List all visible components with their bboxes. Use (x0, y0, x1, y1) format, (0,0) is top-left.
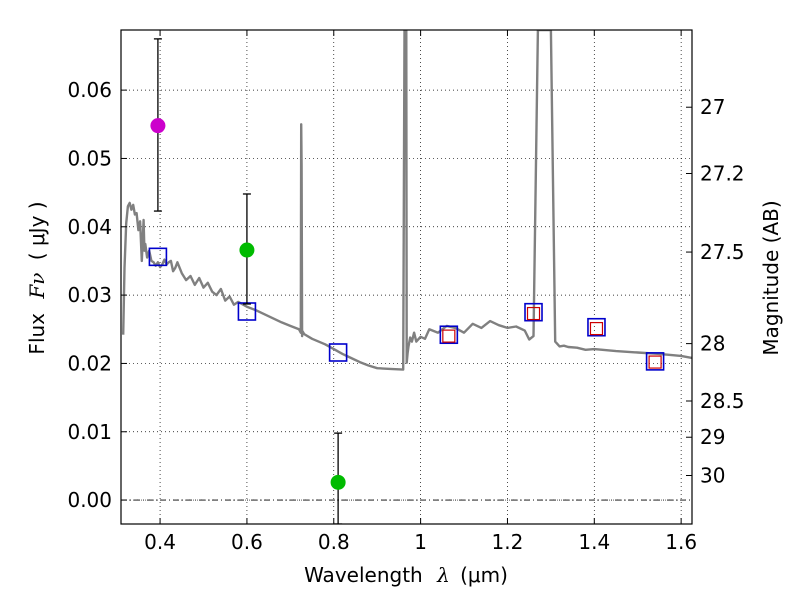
observed-photometry-square (526, 306, 541, 321)
observed-photometry-square (442, 329, 456, 343)
model-photometry-square (587, 317, 606, 337)
magnitude-tick-label: 28.5 (700, 389, 745, 413)
x-tick-label: 0.8 (318, 530, 350, 554)
magnitude-tick-label: 27.5 (700, 240, 745, 264)
detection-point (330, 474, 346, 490)
magnitude-tick-label: 28 (700, 332, 725, 356)
x-axis-title: Wavelength λ (μm) (304, 563, 508, 587)
x-tick-label: 1.6 (665, 530, 697, 554)
detection-point (239, 242, 255, 258)
magnitude-tick-label: 30 (700, 463, 725, 487)
y-tick-labels: 0.00 0.01 0.02 0.03 0.04 0.05 0.06 (67, 78, 112, 512)
magnitude-tick-labels: 27 27.2 27.5 28 28.5 29 30 (700, 95, 745, 487)
magnitude-tick-label: 27.2 (700, 161, 745, 185)
x-axis-title-units: (μm) (460, 563, 508, 587)
axes-frame (120, 29, 693, 525)
x-tick-label: 0.6 (231, 530, 263, 554)
model-photometry-square (439, 325, 459, 345)
detection-point (150, 118, 166, 134)
x-tick-label: 0.4 (144, 530, 176, 554)
observed-photometry-square (589, 321, 604, 336)
x-tick-label: 1.4 (578, 530, 610, 554)
axis-ticks (121, 30, 692, 524)
y-tick-label: 0.03 (67, 283, 112, 307)
y-tick-label: 0.02 (67, 351, 112, 375)
y-tick-label: 0.04 (67, 215, 112, 239)
model-photometry-square (328, 343, 348, 362)
observed-photometry-square (648, 355, 662, 369)
x-axis-title-main: Wavelength (304, 563, 423, 587)
y-tick-label: 0.00 (67, 488, 112, 512)
magnitude-tick-label: 27 (700, 95, 725, 119)
magnitude-axis-title: Magnitude (AB) (759, 200, 783, 355)
x-tick-labels: 0.4 0.6 0.8 1 1.2 1.4 1.6 (144, 530, 697, 554)
sed-model-line (122, 30, 692, 371)
plot-series (122, 30, 692, 524)
x-tick-label: 1 (414, 530, 427, 554)
y-axis-title: Flux Fν ( μJy ) (25, 201, 49, 354)
plot-area (122, 30, 692, 524)
y-tick-label: 0.01 (67, 420, 112, 444)
y-axis-title-symbol: Fν (25, 273, 49, 300)
magnitude-tick-label: 29 (700, 425, 725, 449)
x-axis-title-symbol: λ (436, 563, 450, 587)
y-tick-label: 0.06 (67, 78, 112, 102)
model-photometry-square (645, 352, 665, 371)
x-tick-label: 1.2 (492, 530, 524, 554)
model-photometry-square (148, 247, 168, 267)
model-photometry-square (524, 302, 543, 322)
y-axis-title-main: Flux (25, 313, 49, 355)
y-tick-label: 0.05 (67, 146, 112, 170)
y-axis-title-units: ( μJy ) (25, 201, 49, 260)
